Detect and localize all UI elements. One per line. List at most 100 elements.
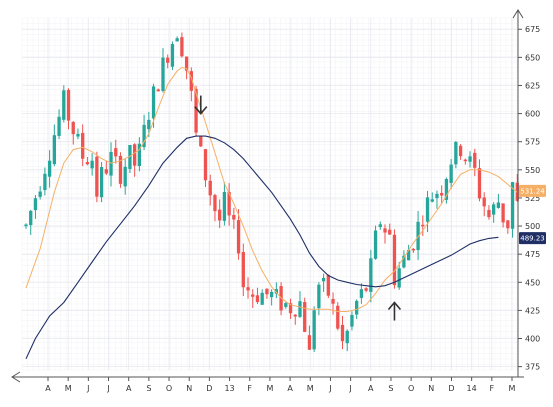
x-tick-label: N	[428, 384, 434, 393]
candle-up	[468, 156, 472, 162]
candle-up	[317, 284, 321, 309]
x-tick-label: A	[126, 384, 132, 393]
candle-up	[33, 198, 38, 211]
candle-up	[298, 301, 302, 317]
candle-up	[38, 191, 42, 197]
y-tick-label: 500	[525, 222, 540, 231]
x-tick-label: S	[146, 384, 151, 393]
x-tick-label: J	[106, 384, 109, 393]
candle-up	[402, 255, 406, 268]
candle-down	[364, 288, 368, 291]
candle-up	[29, 210, 33, 226]
candle-up	[359, 289, 364, 298]
x-tick-label: F	[490, 384, 495, 393]
candle-down	[477, 168, 482, 199]
candle-up	[99, 167, 104, 198]
x-tick-label: M	[307, 384, 314, 393]
y-tick-label: 575	[525, 138, 540, 147]
candle-down	[81, 132, 85, 159]
x-tick-label: J	[328, 384, 331, 393]
candle-down	[340, 324, 345, 342]
last-value-badge	[519, 232, 546, 245]
candle-down	[487, 209, 491, 218]
candle-up	[147, 119, 151, 130]
candle-down	[307, 335, 312, 350]
candle-down	[213, 195, 217, 212]
candle-down	[232, 215, 236, 220]
candle-up	[454, 141, 458, 165]
y-axis-arrow-icon	[512, 9, 524, 19]
candle-down	[71, 121, 75, 135]
candle-up	[142, 124, 146, 148]
x-axis-tick-labels: A M J J A S O N D 13 F M A M J J A S O N D 14 F M	[45, 377, 516, 393]
arrow-down-icon	[194, 106, 208, 115]
candle-up	[492, 204, 496, 215]
candle-up	[350, 315, 354, 327]
candle-down	[166, 57, 170, 63]
y-axis-tick-labels: 375 400 425 450 475 500 525 550 575 600 625 650 675	[518, 25, 540, 372]
candle-up	[260, 292, 264, 305]
candle-down	[458, 145, 463, 157]
candle-down	[288, 303, 293, 314]
last-value-badges: 531.24 489.23	[519, 184, 546, 245]
candle-down	[383, 228, 387, 233]
y-tick-label: 425	[525, 306, 540, 315]
x-tick-label: D	[206, 384, 212, 393]
y-tick-label: 525	[525, 194, 540, 203]
candle-down	[473, 152, 477, 168]
candle-down	[336, 305, 340, 329]
y-tick-label: 475	[525, 250, 540, 259]
candle-down	[236, 220, 241, 254]
x-tick-label: M	[509, 384, 516, 393]
candle-down	[251, 294, 255, 297]
candle-down	[326, 275, 330, 296]
y-tick-label: 675	[525, 25, 540, 34]
candle-up	[62, 90, 66, 120]
candle-down	[303, 302, 307, 332]
candle-down	[104, 169, 108, 174]
candle-up	[175, 38, 179, 42]
candle-down	[246, 287, 250, 291]
candle-up	[123, 166, 127, 187]
y-tick-label: 625	[525, 81, 540, 90]
candle-down	[156, 89, 160, 92]
candle-down	[194, 88, 198, 133]
candle-down	[501, 203, 505, 223]
x-tick-label: O	[166, 384, 172, 393]
candle-down	[463, 159, 467, 162]
candle-down	[95, 156, 99, 197]
last-value-label: 489.23	[520, 235, 545, 243]
candle-up	[373, 230, 378, 259]
candle-down	[132, 144, 137, 166]
candle-down	[388, 229, 392, 235]
x-tick-label: A	[287, 384, 293, 393]
x-tick-label: A	[45, 384, 51, 393]
x-tick-label: J	[348, 384, 351, 393]
candle-up	[284, 303, 288, 307]
x-tick-label: O	[408, 384, 414, 393]
candle-down	[265, 288, 269, 295]
candle-up	[345, 330, 349, 344]
candle-down	[114, 148, 118, 157]
candle-up	[312, 310, 316, 350]
candle-up	[369, 258, 373, 292]
x-tick-label: 13	[224, 384, 234, 393]
x-tick-label: M	[266, 384, 273, 393]
candle-down	[440, 192, 444, 196]
candle-down	[241, 252, 245, 288]
moving-averages	[25, 66, 518, 360]
candle-up	[355, 300, 359, 315]
candle-down	[180, 37, 184, 57]
x-tick-label: 14	[467, 384, 477, 393]
candle-up	[24, 224, 28, 227]
candle-up	[449, 164, 453, 183]
candle-down	[203, 149, 208, 181]
candle-up	[43, 173, 47, 190]
x-tick-label: M	[65, 384, 72, 393]
candle-up	[47, 160, 52, 177]
candle-down	[199, 136, 203, 147]
y-tick-label: 375	[525, 363, 540, 372]
ma-long-line	[25, 135, 499, 360]
candle-down	[506, 220, 510, 229]
